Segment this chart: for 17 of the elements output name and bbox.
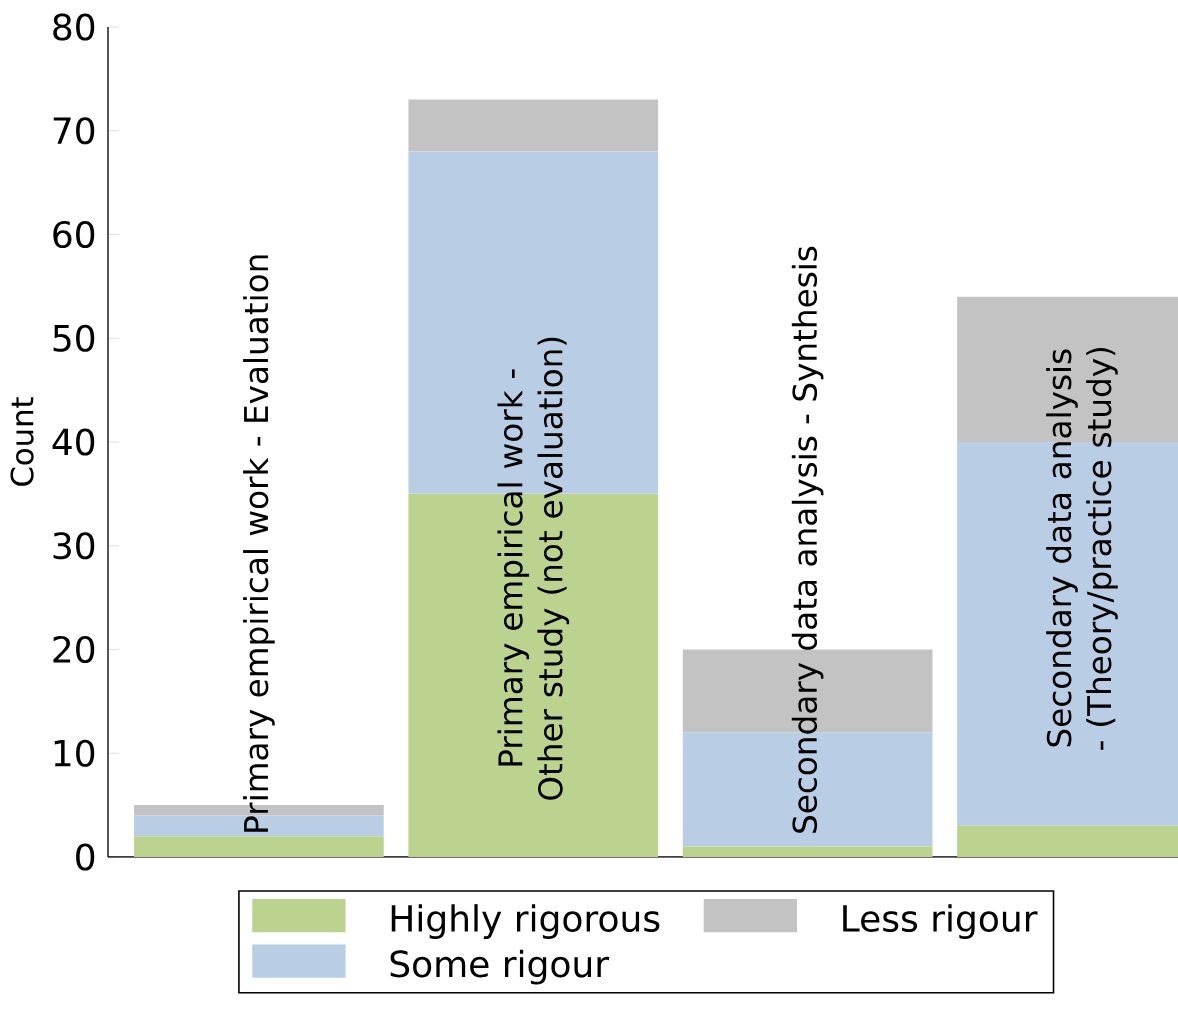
y-tick-label: 40: [52, 428, 95, 456]
x-tick-label: Secondary data analysis - Synthesis: [791, 246, 824, 833]
x-tick-label: Secondary data analysis - (Theory/practice study): [1046, 347, 1118, 750]
legend-label: Less rigour: [843, 904, 1038, 939]
legend-label: Some rigour: [390, 949, 610, 985]
y-tick-label: 10: [54, 739, 95, 767]
x-tick-label: Primary empirical work - Evaluation: [243, 255, 275, 832]
y-tick-label: 30: [53, 532, 95, 560]
y-tick-label: 80: [53, 13, 95, 41]
y-tick-label: 20: [53, 635, 95, 664]
legend-label: Highly rigorous: [391, 904, 660, 939]
y-tick-label: 50: [53, 324, 95, 352]
y-tick-label: 0: [76, 843, 95, 871]
y-tick-label: 60: [53, 220, 95, 249]
y-axis-title: Count: [10, 397, 34, 486]
y-tick-label: 70: [53, 117, 95, 145]
x-tick-label: Primary empirical work - Other study (not evaluation): [497, 337, 570, 800]
